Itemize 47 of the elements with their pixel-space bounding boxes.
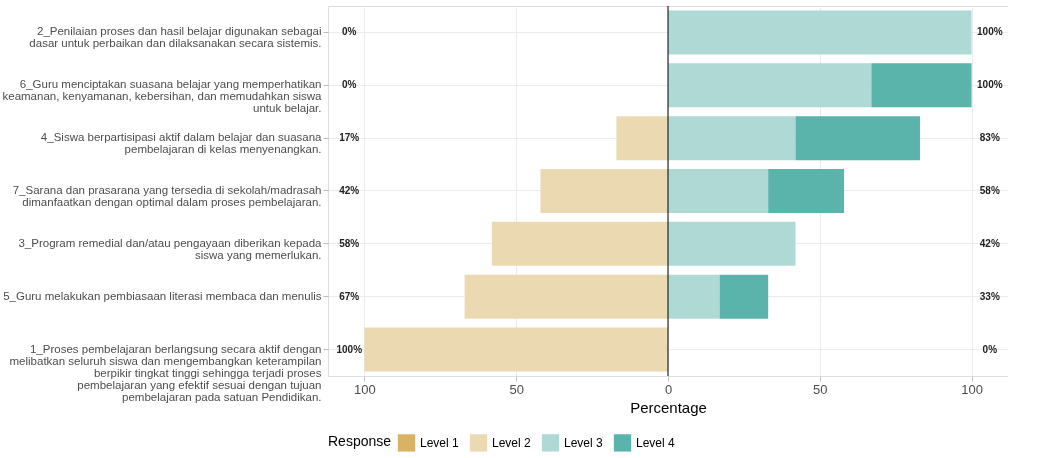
bar [668,116,796,161]
annotation: 0% [342,79,357,91]
y-tick-label: 1_Proses pembelajaran berlangsung secara aktif dengan melibatkan seluruh siswa dan mengembangkan keterampilan berpikir tingkat tinggi sehingga terjadi proses pembelajaran yang efektif sesuai dengan tujuan pembelajaran pada satuan Pendidikan. [9,342,322,403]
bar [668,221,796,266]
annotation: 0% [342,26,357,38]
annotation: 42% [339,185,360,196]
y-tick-label: 5_Guru melakukan pembiasaan literasi membaca dan menulis [3,289,322,302]
bar [491,221,668,266]
annotation: 33% [979,290,1000,302]
bar [719,274,769,319]
legend-label: Level 2 [492,435,532,450]
annotation: 17% [339,132,360,144]
bar [616,116,668,161]
y-tick-label: 3_Program remedial dan/atau pengayaan diberikan kepada siswa yang memerlukan. [18,236,323,261]
annotation: 58% [339,237,360,249]
y-tick-label: 7_Sarana dan prasarana yang tersedia di sekolah/madrasah dimanfaatkan dengan optimal dalam proses pembelajaran. [12,184,322,208]
x-tick-label: 100 [354,381,376,397]
x-tick-label: 100 [961,381,983,397]
annotation: 100% [977,26,1003,38]
annotation: 67% [339,290,360,302]
bar [540,169,668,213]
annotation: 83% [979,132,1000,144]
bar [668,274,720,319]
bar [668,10,972,55]
annotation: 58% [979,185,1000,196]
bar [795,116,920,161]
bar [668,63,872,108]
y-tick-label: 6_Guru menciptakan suasana belajar yang memperhatikan keamanan, kenyamanan, kebersihan, dan memudahkan siswa untuk belajar. [2,78,323,115]
bar [464,274,668,319]
annotation: 0% [982,343,998,355]
bar [364,327,668,372]
y-tick-label: 4_Siswa berpartisipasi aktif dalam belajar dan suasana pembelajaran di kelas menyenangkan. [40,131,323,156]
x-tick-label: 50 [813,381,828,397]
legend-label: Level 3 [564,435,604,450]
y-tick-label: 2_Penilaian proses dan hasil belajar digunakan sebagai dasar untuk perbaikan dan dilaksanakan secara sistemis. [29,25,322,50]
legend-label: Level 1 [420,435,460,450]
legend-title: Response [328,433,392,449]
legend-label: Level 4 [636,435,676,450]
bar [768,169,845,213]
annotation: 100% [977,79,1003,91]
x-tick-label: 50 [509,381,524,397]
x-tick-label: 0 [664,381,673,397]
bar [668,169,769,213]
bar [871,63,972,108]
annotation: 100% [336,343,363,355]
x-axis-title: Percentage [630,398,707,416]
annotation: 42% [979,237,1000,249]
